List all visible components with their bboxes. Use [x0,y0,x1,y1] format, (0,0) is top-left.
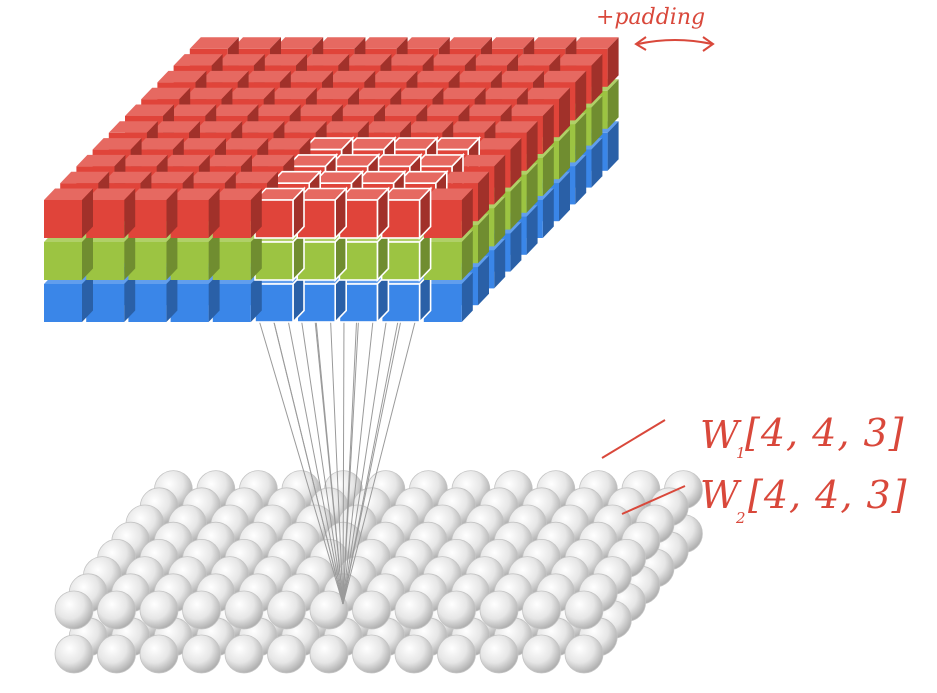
weight-annotation-2: W 2 [4, 4, 3] [621,473,908,527]
connection-line [259,321,344,605]
neuron [54,590,94,630]
connection-line [342,321,374,605]
connection-line [342,321,416,605]
connection-line [342,315,358,605]
neuron [267,634,306,674]
input-cube [170,188,220,238]
neuron [182,590,221,630]
neuron [564,590,604,630]
neuron [479,634,519,674]
receptive-field-cube [253,186,306,240]
channel-red [44,37,619,240]
connection-line [342,321,345,605]
weight-2-subscript: 2 [735,509,746,527]
output-neuron-layer [54,470,703,674]
neuron-sheet-1 [54,470,703,630]
filter-connection-lines [259,315,416,605]
neuron [97,590,136,630]
weight-2-shape: [4, 4, 3] [748,473,908,517]
padding-annotation: +padding [596,5,715,52]
connection-line [287,321,344,605]
neuron [224,590,264,630]
neuron [224,634,264,674]
input-volume [44,37,619,324]
neuron [394,590,434,630]
weight-1-subscript: 1 [736,444,746,462]
connection-line [271,315,344,605]
neuron [522,590,561,630]
neuron [437,590,476,630]
neuron [437,634,476,674]
weight-1-pointer [601,419,666,459]
neuron [309,634,349,674]
connection-line [330,321,344,605]
neuron [139,634,179,674]
input-cube [44,188,93,238]
connection-line [342,315,400,605]
neuron [394,634,434,674]
neuron [267,590,306,630]
neuron [352,634,391,674]
weight-1-shape: [4, 4, 3] [745,411,905,455]
neuron [522,634,561,674]
input-cube [86,188,136,238]
input-cube [212,188,262,238]
neuron [479,590,519,630]
connection-line [301,321,344,605]
neuron [564,634,604,674]
padding-double-arrow [637,39,713,45]
neuron [182,634,221,674]
receptive-field-cube [379,186,433,240]
neuron [139,590,179,630]
connection-line [342,321,387,605]
connection-line [314,315,344,605]
padding-label: +padding [596,5,705,30]
weight-2-letter: W [700,473,742,517]
neuron [309,590,349,630]
neuron [97,634,136,674]
neuron [54,634,94,674]
weight-2-pointer [621,485,686,515]
input-cube [128,188,178,238]
weight-annotation-1: W 1 [4, 4, 3] [601,411,905,462]
weight-1-letter: W [700,413,742,457]
neuron [352,590,391,630]
